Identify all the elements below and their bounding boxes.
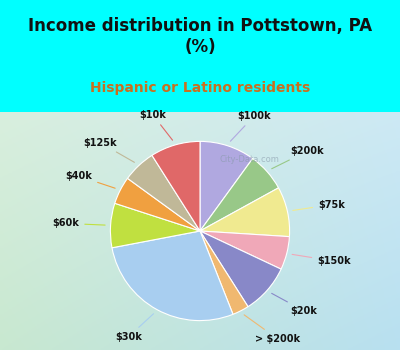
Wedge shape [200,188,290,237]
Wedge shape [115,178,200,231]
Text: > $200k: > $200k [244,315,300,344]
Wedge shape [200,231,290,269]
Text: City-Data.com: City-Data.com [219,155,279,164]
Wedge shape [152,141,200,231]
Text: $75k: $75k [293,199,345,210]
Wedge shape [112,231,233,321]
Text: $30k: $30k [115,314,154,342]
Text: $100k: $100k [230,111,271,141]
Wedge shape [128,155,200,231]
Text: $150k: $150k [292,254,351,266]
Text: $200k: $200k [272,146,324,169]
Wedge shape [200,141,253,231]
Wedge shape [200,231,248,314]
Text: $10k: $10k [139,110,172,140]
Text: $40k: $40k [65,171,115,188]
Wedge shape [200,231,281,307]
Text: $60k: $60k [52,218,105,229]
Wedge shape [200,159,278,231]
Text: Income distribution in Pottstown, PA
(%): Income distribution in Pottstown, PA (%) [28,17,372,56]
Text: Hispanic or Latino residents: Hispanic or Latino residents [90,80,310,94]
Text: $20k: $20k [272,293,318,316]
Text: $125k: $125k [84,138,134,162]
Wedge shape [110,203,200,248]
